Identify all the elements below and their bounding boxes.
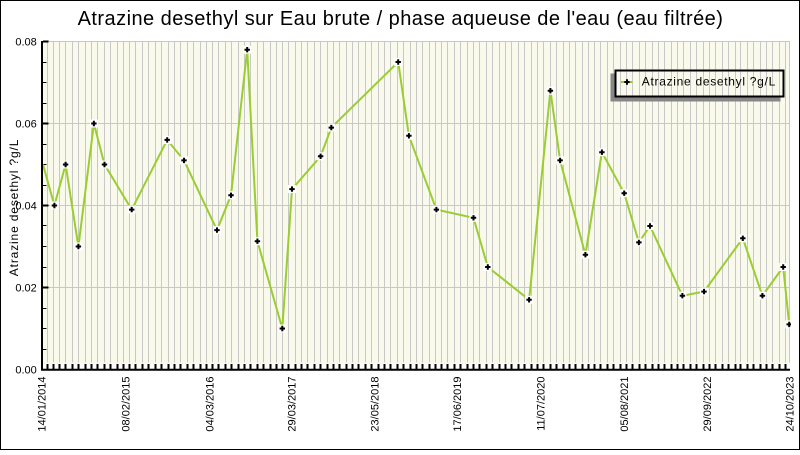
svg-text:Atrazine desethyl ?g/L: Atrazine desethyl ?g/L [642, 75, 776, 89]
svg-text:0.04: 0.04 [15, 201, 36, 213]
svg-text:0.06: 0.06 [15, 119, 36, 131]
svg-text:0.00: 0.00 [15, 365, 36, 377]
svg-text:14/01/2014: 14/01/2014 [37, 377, 49, 432]
svg-text:17/06/2019: 17/06/2019 [452, 377, 464, 432]
svg-text:Atrazine desethyl sur Eau brut: Atrazine desethyl sur Eau brute / phase … [78, 8, 724, 30]
svg-text:Atrazine desethyl ?g/L: Atrazine desethyl ?g/L [7, 139, 21, 276]
svg-text:0.02: 0.02 [15, 283, 36, 295]
svg-text:23/05/2018: 23/05/2018 [370, 377, 382, 432]
svg-text:05/08/2021: 05/08/2021 [619, 377, 631, 432]
svg-text:0.08: 0.08 [15, 37, 36, 49]
svg-text:04/03/2016: 04/03/2016 [205, 377, 217, 432]
svg-text:08/02/2015: 08/02/2015 [121, 377, 133, 432]
svg-text:29/03/2017: 29/03/2017 [287, 377, 299, 432]
svg-text:29/09/2022: 29/09/2022 [702, 377, 714, 432]
svg-text:11/07/2020: 11/07/2020 [536, 377, 548, 431]
svg-text:24/10/2023: 24/10/2023 [785, 377, 797, 432]
